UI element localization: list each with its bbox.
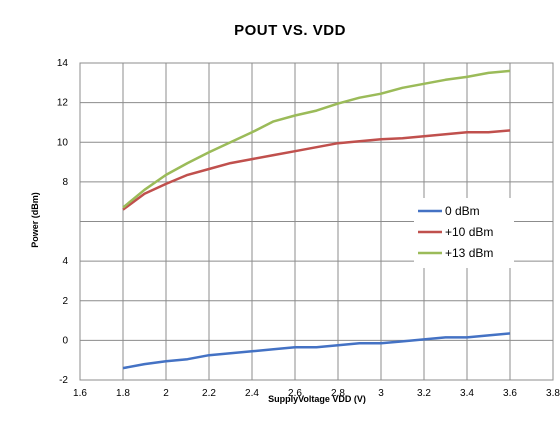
x-axis-title: SupplyVoltage VDD (V) — [268, 394, 366, 404]
chart-title-text: POUT VS. VDD — [234, 22, 346, 39]
x-tick-label: 3 — [378, 388, 384, 399]
chart-legend: 0 dBm +10 dBm +13 dBm — [414, 198, 514, 268]
y-axis-title: Power (dBm) — [30, 192, 40, 248]
x-tick-label: 1.8 — [116, 388, 130, 399]
y-tick-label: 14 — [57, 58, 69, 69]
series-line — [122, 332, 511, 370]
x-tick-label: 1.6 — [73, 388, 87, 399]
y-tick-label: 8 — [62, 177, 68, 188]
x-tick-label: 3.8 — [546, 388, 560, 399]
x-tick-label: 3.4 — [460, 388, 474, 399]
x-tick-labels: 1.6 1.8 2 2.2 2.4 2.6 2.8 3 3.2 3.4 3.6 3.8 — [73, 388, 560, 399]
chart-series-group — [122, 69, 511, 370]
y-tick-label: 12 — [57, 98, 69, 109]
y-tick-label: 10 — [57, 137, 69, 148]
y-tick-label: 2 — [62, 296, 68, 307]
x-tick-label: 2 — [163, 388, 169, 399]
y-tick-labels: -2 0 2 4 8 10 12 14 — [57, 58, 69, 386]
legend-label: +13 dBm — [445, 246, 493, 260]
series-line — [122, 129, 511, 211]
x-tick-label: 3.6 — [503, 388, 517, 399]
y-tick-label: 0 — [62, 335, 68, 346]
x-tick-label: 2.2 — [202, 388, 216, 399]
x-tick-label: 3.2 — [417, 388, 431, 399]
x-tick-label: 2.8 — [331, 388, 345, 399]
x-tick-label: 2.4 — [245, 388, 259, 399]
plot-area-border — [79, 62, 554, 381]
legend-label: 0 dBm — [445, 204, 480, 218]
series-line — [122, 69, 511, 209]
x-tick-label: 2.6 — [288, 388, 302, 399]
y-tick-label: 4 — [62, 256, 68, 267]
legend-label: +10 dBm — [445, 225, 493, 239]
y-tick-label: -2 — [59, 375, 68, 386]
chart-title: POUT VS. VDD — [0, 22, 560, 39]
